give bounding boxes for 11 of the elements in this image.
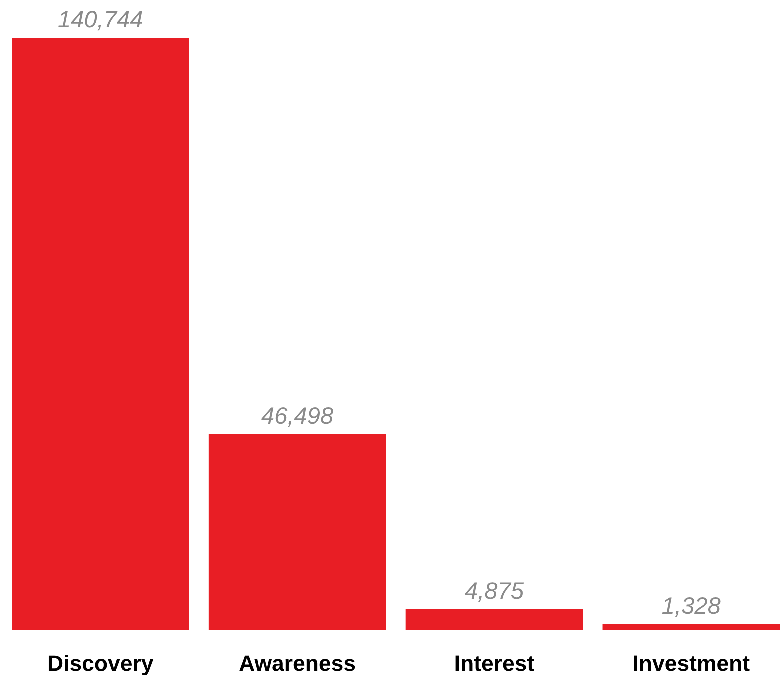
bar: [602, 624, 780, 630]
x-tick-label: Investment: [634, 656, 750, 672]
x-tick-label: Interest: [456, 656, 534, 672]
bar: [406, 609, 584, 630]
data-label: 46,498: [262, 407, 334, 427]
bar: [12, 38, 190, 630]
data-label: 140,744: [58, 11, 142, 31]
data-label: 4,875: [465, 582, 524, 602]
bar: [208, 434, 386, 630]
x-tick-label: Awareness: [240, 656, 356, 672]
data-label: 1,328: [662, 597, 721, 617]
